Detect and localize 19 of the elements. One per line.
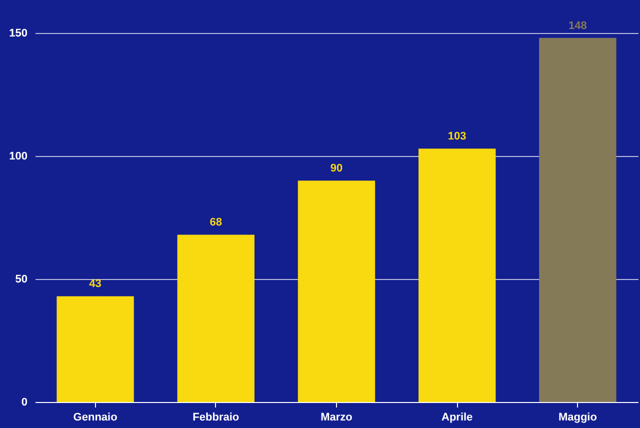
- bar: [56, 296, 134, 402]
- data-label: 90: [330, 162, 343, 175]
- y-tick-label: 50: [15, 274, 28, 286]
- bar: [177, 234, 254, 402]
- bar: [539, 38, 616, 402]
- x-tick-label: Gennaio: [73, 412, 118, 424]
- y-tick-label: 0: [21, 396, 28, 408]
- x-tick-label: Marzo: [320, 412, 353, 424]
- x-tick-label: Aprile: [442, 412, 473, 424]
- data-label: 103: [448, 130, 466, 143]
- bar: [418, 148, 496, 402]
- data-label: 43: [89, 278, 102, 290]
- data-label: 68: [210, 216, 222, 229]
- x-tick-label: Maggio: [558, 412, 598, 424]
- bar: [298, 180, 376, 402]
- x-tick-label: Febbraio: [192, 412, 240, 424]
- y-tick-label: 100: [9, 150, 28, 162]
- data-label: 148: [568, 20, 587, 32]
- y-tick-label: 150: [9, 28, 28, 40]
